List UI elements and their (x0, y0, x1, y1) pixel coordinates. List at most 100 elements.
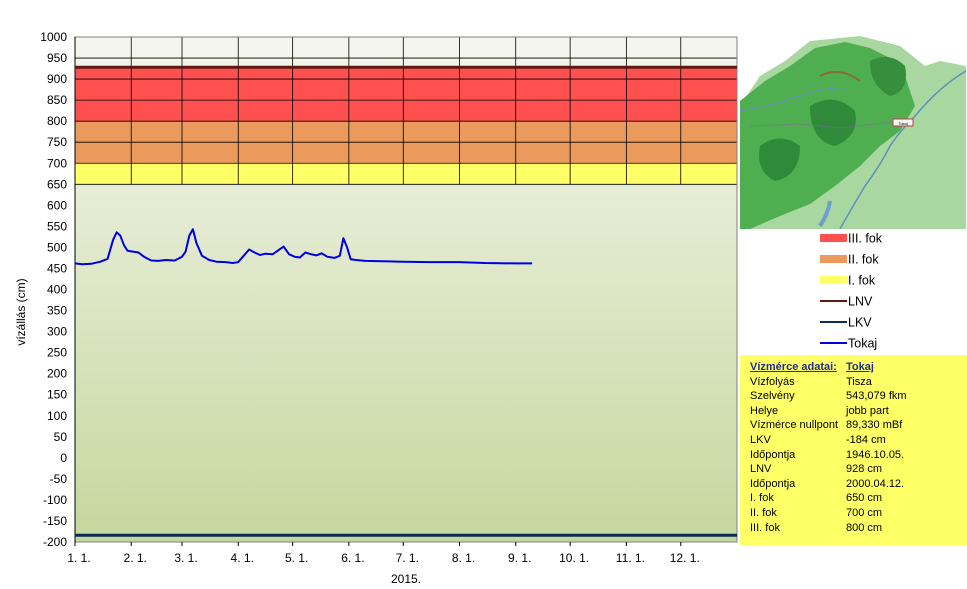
x-tick-label: 3. 1. (174, 551, 197, 565)
y-tick-label: 800 (47, 114, 67, 128)
info-row: LNV 928 cm (750, 462, 967, 477)
reference-lines (75, 65, 737, 537)
gauge-info-panel: Vízmérce adatai: Tokaj Vízfolyás Tisza Sze… (740, 355, 967, 545)
info-header: Vízmérce adatai: Tokaj (750, 360, 967, 375)
x-tick-label: 8. 1. (452, 551, 475, 565)
info-value: 650 cm (846, 492, 883, 505)
info-key: Vízfolyás (750, 375, 795, 388)
info-key: II. fok (750, 506, 777, 519)
location-map: Tokaj (740, 36, 966, 229)
y-tick-label: -150 (43, 514, 67, 528)
info-value: 89,330 mBf (846, 419, 903, 432)
y-tick-label: 600 (47, 198, 67, 212)
x-tick-label: 6. 1. (341, 551, 364, 565)
legend-label: II. fok (848, 253, 879, 267)
y-tick-label: 1000 (40, 30, 67, 44)
legend-label: LKV (848, 316, 872, 330)
y-axis-ticks: 1000950900850800750700650600550500450400… (40, 30, 67, 549)
map-peak-ridge (819, 71, 861, 82)
y-tick-label: 300 (47, 325, 67, 339)
map-river-tisza (839, 70, 966, 229)
grid-lines (74, 36, 738, 543)
map-county-border (749, 120, 901, 129)
map-border-area (740, 36, 966, 106)
info-key: Szelvény (750, 390, 795, 403)
alert-bands (75, 67, 737, 185)
info-key: LNV (750, 463, 772, 476)
x-tick-label: 5. 1. (285, 551, 308, 565)
x-tick-label: 4. 1. (231, 551, 254, 565)
legend-swatch (820, 276, 847, 284)
info-value: 543,079 fkm (846, 390, 907, 403)
info-row: III. fok 800 cm (750, 521, 967, 536)
y-tick-label: 650 (47, 177, 67, 191)
y-tick-label: 550 (47, 219, 67, 233)
y-tick-label: 0 (60, 451, 67, 465)
info-key: Időpontja (750, 477, 796, 490)
info-key: Vízmérce nullpont (750, 419, 839, 432)
y-tick-label: 850 (47, 93, 67, 107)
map-mountain-3 (870, 57, 906, 96)
y-axis-title: vízállás (cm) (14, 278, 28, 345)
info-value: 700 cm (846, 506, 883, 519)
legend: III. fok II. fok I. fok LNV LKV Tokaj (820, 232, 883, 351)
band (75, 163, 737, 185)
y-tick-label: 900 (47, 72, 67, 86)
y-tick-label: 400 (47, 283, 67, 297)
y-tick-label: -100 (43, 493, 67, 507)
info-value: Tisza (846, 375, 872, 388)
map-mountain-1 (810, 99, 856, 146)
series-line (74, 228, 533, 266)
info-value: -184 cm (846, 433, 886, 446)
y-tick-label: -200 (43, 535, 67, 549)
info-header-value: Tokaj (846, 361, 874, 373)
info-key: III. fok (750, 521, 780, 534)
y-tick-label: 200 (47, 367, 67, 381)
map-mountain-2 (759, 138, 800, 181)
x-axis-ticks: 1. 1. 2. 1. 3. 1. 4. 1. 5. 1. 6. 1. 7. 1. 8. 1.… (67, 542, 700, 565)
info-row: Vízfolyás Tisza (750, 375, 967, 390)
legend-swatch (820, 234, 847, 242)
info-key: I. fok (750, 492, 774, 505)
info-value: 800 cm (846, 521, 883, 534)
y-tick-label: 100 (47, 409, 67, 423)
info-key: LKV (750, 433, 771, 446)
y-tick-label: 700 (47, 156, 67, 170)
y-tick-label: 950 (47, 51, 67, 65)
x-axis-title: 2015. (391, 572, 421, 586)
x-tick-label: 12. 1. (670, 551, 700, 565)
x-tick-label: 2. 1. (124, 551, 147, 565)
legend-label: LNV (848, 295, 873, 309)
info-header-key: Vízmérce adatai: (750, 361, 837, 373)
info-key: Időpontja (750, 448, 796, 461)
info-key: Helye (750, 404, 779, 417)
x-tick-label: 9. 1. (508, 551, 531, 565)
legend-label: III. fok (848, 232, 883, 246)
info-value: jobb part (846, 404, 889, 417)
x-tick-label: 7. 1. (396, 551, 419, 565)
info-row: I. fok 650 cm (750, 491, 967, 506)
y-tick-label: 750 (47, 135, 67, 149)
info-row: Helye jobb part (750, 404, 967, 419)
y-tick-label: 250 (47, 346, 67, 360)
info-row: Időpontja 1946.10.05. (750, 448, 967, 463)
info-row: Időpontja 2000.04.12. (750, 477, 967, 492)
y-tick-label: 350 (47, 304, 67, 318)
legend-label: Tokaj (848, 337, 877, 351)
y-tick-label: 50 (54, 430, 68, 444)
y-tick-label: 150 (47, 388, 67, 402)
map-river (740, 87, 851, 112)
info-value: 928 cm (846, 463, 883, 476)
y-tick-label: 500 (47, 240, 67, 254)
map-station-marker (892, 118, 914, 127)
info-row: Szelvény 543,079 fkm (750, 389, 967, 404)
y-tick-label: 450 (47, 261, 67, 275)
legend-label: I. fok (848, 274, 876, 288)
info-row: Vízmérce nullpont 89,330 mBf (750, 418, 967, 433)
map-station-label: Tokaj (898, 121, 907, 126)
x-tick-label: 1. 1. (67, 551, 90, 565)
band (75, 67, 737, 122)
legend-swatch (820, 255, 847, 263)
series-lines (74, 228, 533, 266)
